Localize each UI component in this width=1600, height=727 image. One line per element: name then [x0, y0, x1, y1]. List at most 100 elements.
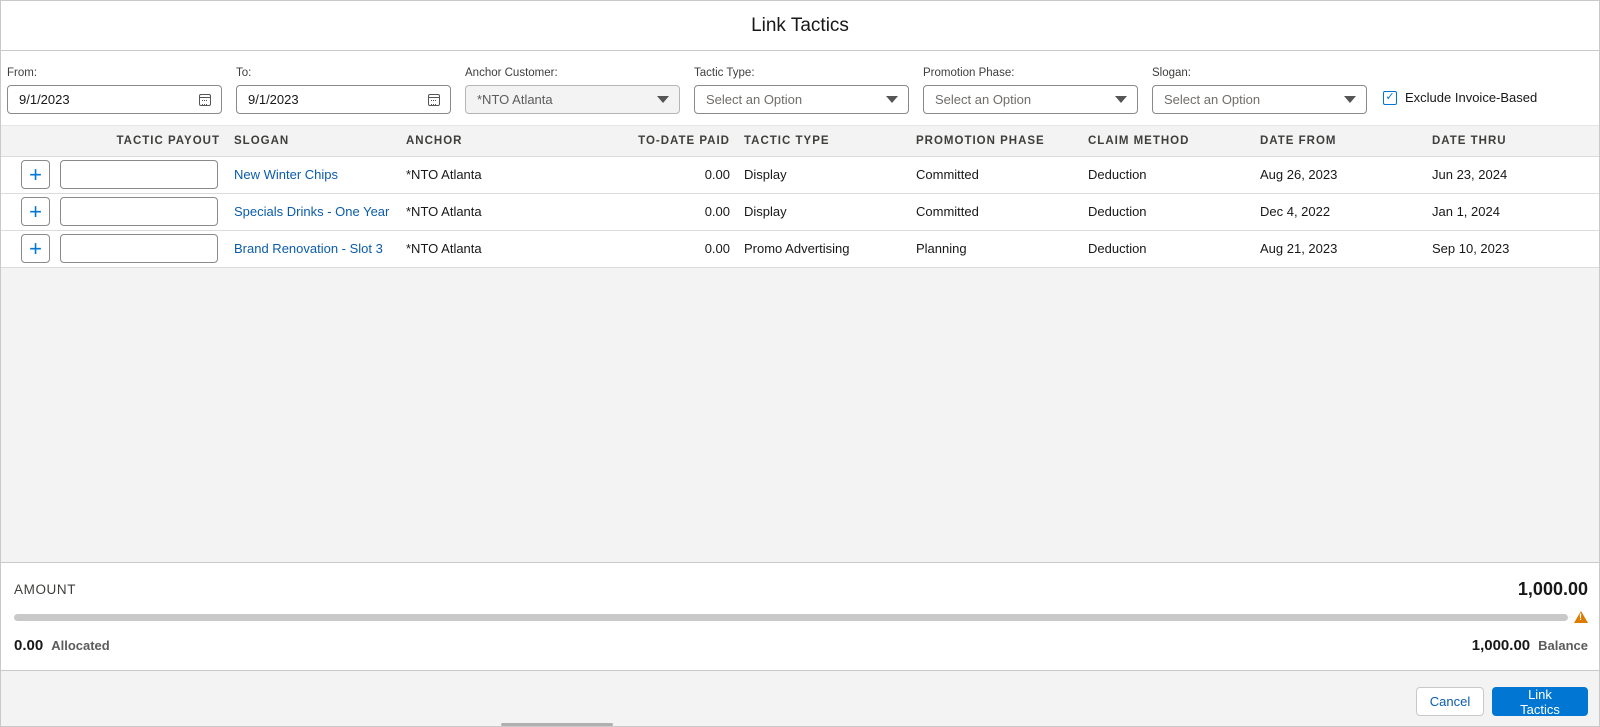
to-date-value: 9/1/2023: [248, 92, 299, 107]
date-thru-cell: Sep 10, 2023: [1425, 230, 1599, 268]
table-row: + Brand Renovation - Slot 3 *NTO Atlanta…: [1, 230, 1599, 268]
tactic-payout-input[interactable]: [60, 234, 218, 263]
balance-group: 1,000.00 Balance: [1472, 637, 1588, 654]
date-from-cell: Aug 21, 2023: [1253, 230, 1425, 268]
slogan-cell: Specials Drinks - One Year: [227, 193, 399, 231]
payout-cell: +: [1, 156, 227, 194]
add-icon[interactable]: +: [21, 234, 50, 263]
promotion-phase-filter: Promotion Phase: Select an Option: [923, 67, 1138, 114]
anchor-cell: *NTO Atlanta: [399, 156, 571, 194]
phase-cell: Committed: [909, 193, 1081, 231]
calendar-icon[interactable]: [428, 93, 440, 106]
column-header[interactable]: Tactic Type: [737, 126, 909, 157]
paid-cell: 0.00: [571, 230, 737, 268]
payout-cell: +: [1, 193, 227, 231]
allocated-label: Allocated: [51, 638, 110, 653]
from-date-value: 9/1/2023: [19, 92, 70, 107]
promotion-phase-placeholder: Select an Option: [935, 92, 1032, 107]
tactic-type-label: Tactic Type:: [694, 67, 755, 79]
chevron-down-icon: [1115, 96, 1127, 103]
check-icon[interactable]: ✓: [1383, 90, 1397, 105]
payout-cell: +: [1, 230, 227, 268]
tactic-type-placeholder: Select an Option: [706, 92, 803, 107]
tactic-payout-input[interactable]: [60, 160, 218, 189]
tactic-type-cell: Promo Advertising: [737, 230, 909, 268]
allocation-progress-row: [14, 611, 1588, 623]
table-header-row: Tactic Payout Slogan Anchor To-Date Paid…: [1, 126, 1599, 157]
calendar-icon[interactable]: [199, 93, 211, 106]
phase-cell: Planning: [909, 230, 1081, 268]
slogan-cell: New Winter Chips: [227, 156, 399, 194]
modal-title: Link Tactics: [751, 14, 849, 36]
balance-label: Balance: [1538, 638, 1588, 653]
claim-cell: Deduction: [1081, 230, 1253, 268]
slogan-link[interactable]: New Winter Chips: [234, 167, 339, 182]
slogan-filter: Slogan: Select an Option: [1152, 67, 1367, 114]
slogan-link[interactable]: Specials Drinks - One Year: [234, 204, 390, 219]
scroll-indicator[interactable]: [501, 723, 613, 726]
allocated-group: 0.00 Allocated: [14, 637, 110, 654]
column-header[interactable]: Tactic Payout: [1, 126, 227, 157]
exclude-invoice-label: Exclude Invoice-Based: [1405, 90, 1538, 105]
link-tactics-button[interactable]: Link Tactics: [1492, 687, 1588, 717]
add-icon[interactable]: +: [21, 160, 50, 189]
phase-cell: Committed: [909, 156, 1081, 194]
claim-cell: Deduction: [1081, 156, 1253, 194]
totals-row: 0.00 Allocated 1,000.00 Balance: [14, 637, 1588, 654]
anchor-cell: *NTO Atlanta: [399, 193, 571, 231]
tactic-type-filter: Tactic Type: Select an Option: [694, 67, 909, 114]
tactic-type-select[interactable]: Select an Option: [694, 85, 909, 114]
column-header[interactable]: Anchor: [399, 126, 571, 157]
from-label: From:: [7, 67, 38, 79]
slogan-cell: Brand Renovation - Slot 3: [227, 230, 399, 268]
slogan-placeholder: Select an Option: [1164, 92, 1261, 107]
allocated-value: 0.00: [14, 637, 44, 654]
amount-label: AMOUNT: [14, 581, 77, 597]
chevron-down-icon: [657, 96, 669, 103]
anchor-customer-label: Anchor Customer:: [465, 67, 558, 79]
amount-value: 1,000.00: [1517, 578, 1588, 599]
modal-footer: Cancel Link Tactics: [1, 670, 1599, 726]
column-header[interactable]: Slogan: [227, 126, 399, 157]
date-thru-cell: Jun 23, 2024: [1425, 156, 1599, 194]
paid-cell: 0.00: [571, 156, 737, 194]
allocation-summary: AMOUNT 1,000.00 0.00 Allocated 1,000.00 …: [1, 562, 1599, 670]
tactics-table: Tactic Payout Slogan Anchor To-Date Paid…: [1, 126, 1599, 268]
anchor-cell: *NTO Atlanta: [399, 230, 571, 268]
add-icon[interactable]: +: [21, 197, 50, 226]
column-header[interactable]: Date Thru: [1425, 126, 1599, 157]
date-thru-cell: Jan 1, 2024: [1425, 193, 1599, 231]
slogan-link[interactable]: Brand Renovation - Slot 3: [234, 241, 383, 256]
allocation-progress-bar: [14, 613, 1568, 621]
table-row: + Specials Drinks - One Year *NTO Atlant…: [1, 193, 1599, 231]
from-date-input[interactable]: 9/1/2023: [7, 85, 222, 114]
to-filter: To: 9/1/2023: [236, 67, 451, 114]
date-from-cell: Aug 26, 2023: [1253, 156, 1425, 194]
tactic-payout-input[interactable]: [60, 197, 218, 226]
promotion-phase-label: Promotion Phase:: [923, 67, 1015, 79]
tactics-grid: Tactic Payout Slogan Anchor To-Date Paid…: [1, 125, 1599, 562]
anchor-customer-filter: Anchor Customer: *NTO Atlanta: [465, 67, 680, 114]
column-header[interactable]: Date From: [1253, 126, 1425, 157]
tactic-type-cell: Display: [737, 193, 909, 231]
claim-cell: Deduction: [1081, 193, 1253, 231]
cancel-button[interactable]: Cancel: [1416, 687, 1484, 716]
balance-value: 1,000.00: [1471, 637, 1531, 654]
to-label: To:: [236, 67, 252, 79]
tactic-type-cell: Display: [737, 156, 909, 194]
to-date-input[interactable]: 9/1/2023: [236, 85, 451, 114]
paid-cell: 0.00: [571, 193, 737, 231]
slogan-label: Slogan:: [1152, 67, 1192, 79]
filter-bar: From: 9/1/2023 To: 9/1/2023 Anchor Custo…: [1, 51, 1599, 125]
exclude-invoice-toggle[interactable]: ✓ Exclude Invoice-Based: [1383, 90, 1537, 105]
column-header[interactable]: Claim Method: [1081, 126, 1253, 157]
slogan-select[interactable]: Select an Option: [1152, 85, 1367, 114]
anchor-customer-select[interactable]: *NTO Atlanta: [465, 85, 680, 114]
amount-row: AMOUNT 1,000.00: [14, 579, 1588, 599]
column-header[interactable]: Promotion Phase: [909, 126, 1081, 157]
date-from-cell: Dec 4, 2022: [1253, 193, 1425, 231]
column-header[interactable]: To-Date Paid: [571, 126, 737, 157]
promotion-phase-select[interactable]: Select an Option: [923, 85, 1138, 114]
anchor-customer-value: *NTO Atlanta: [477, 92, 553, 107]
